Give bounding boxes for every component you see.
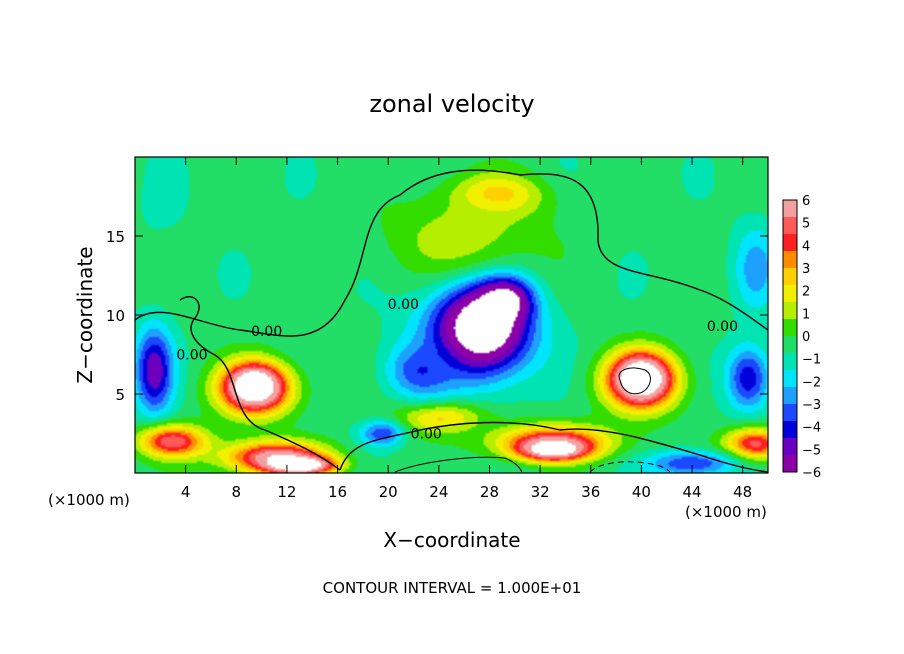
colorbar-tick-label: 3 — [802, 262, 810, 277]
zero-contours — [135, 169, 768, 473]
y-tick-label: 15 — [106, 228, 125, 246]
x-tick-label: 40 — [632, 483, 651, 501]
x-tick-label: 12 — [277, 483, 296, 501]
heatmap-field — [135, 157, 768, 473]
x-tick-label: 20 — [379, 483, 398, 501]
colorbar: 6 5 4 3 2 1 0 −1 −2 −3 −4 −5 −6 — [782, 194, 821, 481]
x-tick-label: 32 — [531, 483, 550, 501]
x-unit-label-left: (×1000 m) — [48, 491, 130, 509]
colorbar-swatch — [783, 421, 797, 439]
colorbar-swatch — [783, 319, 797, 337]
colorbar-swatch — [783, 234, 797, 252]
colorbar-tick-label: 4 — [802, 239, 810, 254]
contour-line-upper — [135, 169, 768, 337]
y-axis-label: Z−coordinate — [73, 246, 97, 383]
contour-interval-footer: CONTOUR INTERVAL = 1.000E+01 — [323, 579, 582, 597]
colorbar-swatch — [783, 217, 797, 235]
x-axis-ticks: 4 8 12 16 20 24 28 32 36 40 44 48 — [181, 157, 752, 501]
x-tick-label: 24 — [429, 483, 448, 501]
contour-label: 0.00 — [251, 324, 282, 340]
contour-label: 0.00 — [411, 427, 442, 443]
contour-line-bottom-dashed — [589, 461, 671, 473]
colorbar-swatch — [783, 438, 797, 456]
contour-label: 0.00 — [176, 348, 207, 364]
colorbar-swatch — [783, 404, 797, 422]
x-unit-label-right: (×1000 m) — [685, 503, 767, 521]
colorbar-tick-label: −2 — [802, 375, 821, 390]
colorbar-swatch — [783, 268, 797, 286]
x-tick-label: 16 — [328, 483, 347, 501]
colorbar-tick-label: 0 — [802, 330, 810, 345]
colorbar-tick-label: −1 — [802, 353, 821, 368]
colorbar-tick-label: −4 — [802, 421, 821, 436]
contour-line-middle — [179, 296, 341, 471]
colorbar-tick-label: 6 — [802, 194, 810, 209]
x-tick-label: 4 — [181, 483, 191, 501]
y-tick-label: 5 — [115, 386, 125, 404]
contour-label: 0.00 — [707, 319, 738, 335]
colorbar-swatch — [783, 285, 797, 303]
colorbar-frame — [782, 199, 798, 473]
colorbar-tick-label: 1 — [802, 307, 810, 322]
colorbar-swatch — [783, 455, 797, 473]
x-tick-label: 44 — [682, 483, 701, 501]
colorbar-swatch — [783, 353, 797, 371]
contour-label: 0.00 — [388, 297, 419, 313]
colorbar-swatch — [783, 370, 797, 388]
colorbar-swatch — [783, 336, 797, 354]
colorbar-tick-label: −6 — [802, 466, 821, 481]
x-tick-label: 36 — [581, 483, 600, 501]
colorbar-tick-label: 5 — [802, 217, 810, 232]
colorbar-swatch — [783, 302, 797, 320]
chart-title: zonal velocity — [369, 90, 534, 118]
colorbar-tick-label: −3 — [802, 398, 821, 413]
colorbar-swatch — [783, 251, 797, 269]
contour-labels: 0.00 0.00 0.00 0.00 0.00 — [176, 297, 738, 443]
contour-line-bottom-solid — [394, 456, 523, 473]
colorbar-tick-label: −5 — [802, 443, 821, 458]
y-tick-label: 10 — [106, 307, 125, 325]
colorbar-swatch — [783, 200, 797, 218]
contour-line-right-core — [618, 367, 651, 395]
colorbar-swatch — [783, 387, 797, 405]
x-tick-label: 48 — [733, 483, 752, 501]
contour-line-lower — [339, 421, 768, 473]
x-tick-label: 8 — [232, 483, 242, 501]
y-axis-ticks: 5 10 15 — [106, 228, 768, 404]
colorbar-tick-label: 2 — [802, 285, 810, 300]
x-tick-label: 28 — [480, 483, 499, 501]
x-axis-label: X−coordinate — [383, 528, 520, 552]
